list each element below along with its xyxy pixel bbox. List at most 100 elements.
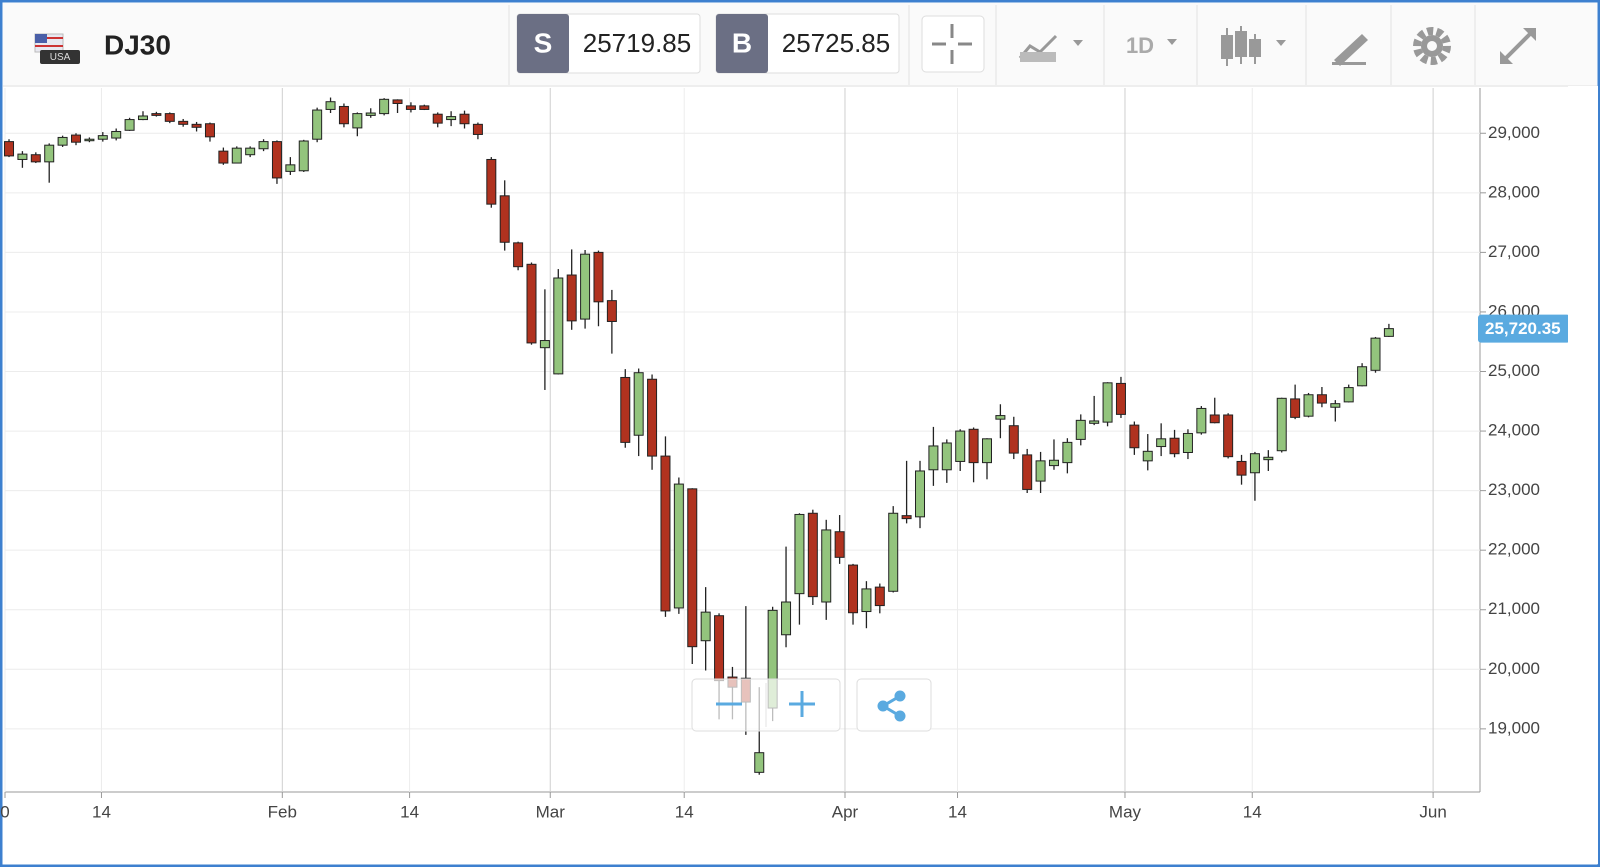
candle-body [352,113,363,129]
candle-body [137,115,148,121]
candle-body [204,123,215,138]
candle-body [995,415,1006,420]
y-tick-label: 27,000 [1488,242,1540,261]
candle-body [71,134,82,143]
candle-body [807,512,818,598]
x-tick-label: May [1109,802,1142,821]
candle-body [1075,419,1086,440]
candle-body [539,340,550,349]
y-tick-label: 25,000 [1488,361,1540,380]
candle-body [1290,398,1301,418]
candle-body [405,105,416,110]
y-tick-label: 19,000 [1488,718,1540,737]
candle-body [1303,394,1314,417]
candle-body [1383,328,1394,337]
candle-body [178,120,189,125]
candle-body [874,586,885,607]
candle-body [901,515,912,520]
candle-body [834,531,845,558]
candle-body [365,112,376,116]
toolbar-separators [508,5,1476,85]
candle-body [754,752,765,773]
candle-body [593,251,604,303]
x-tick-label: 14 [400,802,419,821]
sell-label: S [534,27,553,58]
candle-body [271,141,282,179]
buy-price: 25725.85 [782,28,890,58]
candle-style-button[interactable] [1221,26,1286,66]
candle-body [44,144,55,163]
candle-body [298,140,309,172]
candle-body [338,105,349,125]
candle-body [606,300,617,322]
flag-icon: USA [34,33,80,64]
sell-button[interactable]: S 25719.85 [516,13,701,74]
settings-button[interactable] [1413,27,1451,65]
candle-body [1357,366,1368,387]
share-button[interactable] [856,678,932,732]
candle-body [17,153,28,160]
candle-body [781,601,792,636]
candle-body [700,611,711,642]
candle-body [1008,425,1019,454]
candle-body [1102,382,1113,423]
fullscreen-button[interactable] [1500,28,1536,64]
candle-body [1062,441,1073,464]
candle-body [97,135,108,140]
candle-body [1089,420,1100,424]
candle-body [687,488,698,648]
x-tick-label: Mar [536,802,566,821]
candle-body [151,113,162,116]
candle-body [124,119,135,131]
candle-body [673,483,684,609]
candle-body [1048,459,1059,467]
sell-price: 25719.85 [583,28,691,58]
candle-body [888,512,899,592]
interval-button[interactable]: 1D [1126,33,1177,58]
x-tick-label: Jun [1419,802,1446,821]
share-panel [856,678,932,732]
zoom-in-button[interactable] [789,691,815,717]
candle-body [620,376,631,443]
candle-body [57,136,68,146]
candle-body [968,428,979,464]
candle-body [714,615,725,682]
right-mask [1568,88,1597,863]
candle-body [472,123,483,135]
candle-body [218,150,229,164]
candle-body [486,158,497,205]
y-tick-label: 23,000 [1488,480,1540,499]
candle-body [164,113,175,122]
candle-body [392,99,403,104]
interval: 1D [1126,33,1154,58]
candle-body [941,442,952,471]
candle-body [566,274,577,322]
candle-body [928,445,939,471]
candle-body [861,588,872,613]
candle-body [258,141,269,150]
buy-button[interactable]: B 25725.85 [715,13,900,74]
candle-body [821,529,832,603]
candle-body [231,147,242,164]
y-tick-label: 20,000 [1488,659,1540,678]
candle-body [955,430,966,462]
share-icon-dot [894,710,906,722]
x-tick-label: Apr [832,802,859,821]
candle-body [1249,453,1260,474]
x-tick-label: 14 [675,802,694,821]
candle-body [981,438,992,464]
last-price-tag [1478,314,1570,343]
candle-body [1182,432,1193,454]
candle-body [459,113,470,125]
candle-body [325,101,336,110]
chart-type-button[interactable] [1018,34,1083,62]
crosshair-button[interactable] [921,15,985,73]
candle-body [499,195,510,243]
candle-body [191,123,202,128]
candle-body [1209,414,1220,424]
candle-body [633,372,644,436]
candle-body [1263,456,1274,461]
draw-button[interactable] [1332,34,1368,66]
